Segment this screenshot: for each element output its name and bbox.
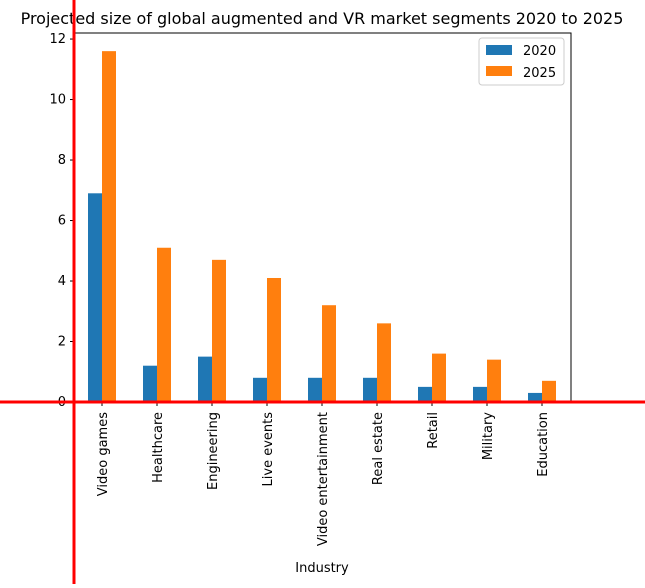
x-tick-label-8: Education	[536, 412, 551, 477]
y-tick-label-4: 8	[58, 153, 66, 168]
legend-swatch-2025	[486, 66, 512, 76]
bar-2020-4	[308, 377, 322, 402]
y-tick-label-2: 4	[58, 274, 66, 289]
y-tick-label-1: 2	[58, 335, 66, 350]
bar-2020-3	[253, 377, 267, 402]
x-tick-label-4: Video entertainment	[316, 412, 331, 546]
bar-2020-8	[528, 392, 542, 402]
x-axis-label: Industry	[295, 561, 349, 576]
bar-2025-7	[487, 359, 501, 402]
y-tick-label-5: 10	[49, 93, 66, 108]
x-axis-ticks: Video games Healthcare Engineering Live eve…	[96, 402, 551, 546]
bars-group	[88, 51, 556, 402]
legend-label-2020: 2020	[523, 44, 556, 59]
bar-2020-7	[473, 386, 487, 402]
x-tick-label-1: Healthcare	[151, 412, 166, 483]
bar-2025-5	[377, 323, 391, 402]
x-tick-label-0: Video games	[96, 412, 111, 496]
bar-2020-0	[88, 193, 102, 402]
bar-2025-1	[157, 247, 171, 402]
y-tick-label-3: 6	[58, 214, 66, 229]
bar-2025-4	[322, 305, 336, 402]
bar-2020-1	[143, 365, 157, 402]
bar-2025-8	[542, 380, 556, 402]
bar-2020-6	[418, 386, 432, 402]
legend-label-2025: 2025	[523, 66, 556, 81]
bar-2025-6	[432, 353, 446, 402]
x-tick-label-3: Live events	[261, 412, 276, 487]
x-tick-label-2: Engineering	[206, 412, 221, 490]
bar-2020-2	[198, 356, 212, 402]
bar-2020-5	[363, 377, 377, 402]
chart-title: Projected size of global augmented and V…	[21, 9, 624, 28]
bar-2025-2	[212, 259, 226, 402]
legend: 2020 2025	[478, 37, 565, 86]
y-tick-label-6: 12	[49, 32, 66, 47]
bar-2025-0	[102, 51, 116, 402]
x-tick-label-6: Retail	[426, 412, 441, 449]
bar-2025-3	[267, 277, 281, 402]
legend-swatch-2020	[486, 45, 512, 55]
x-tick-label-7: Military	[481, 412, 496, 460]
x-tick-label-5: Real estate	[371, 412, 386, 485]
y-axis-ticks: 024681012	[49, 32, 74, 410]
